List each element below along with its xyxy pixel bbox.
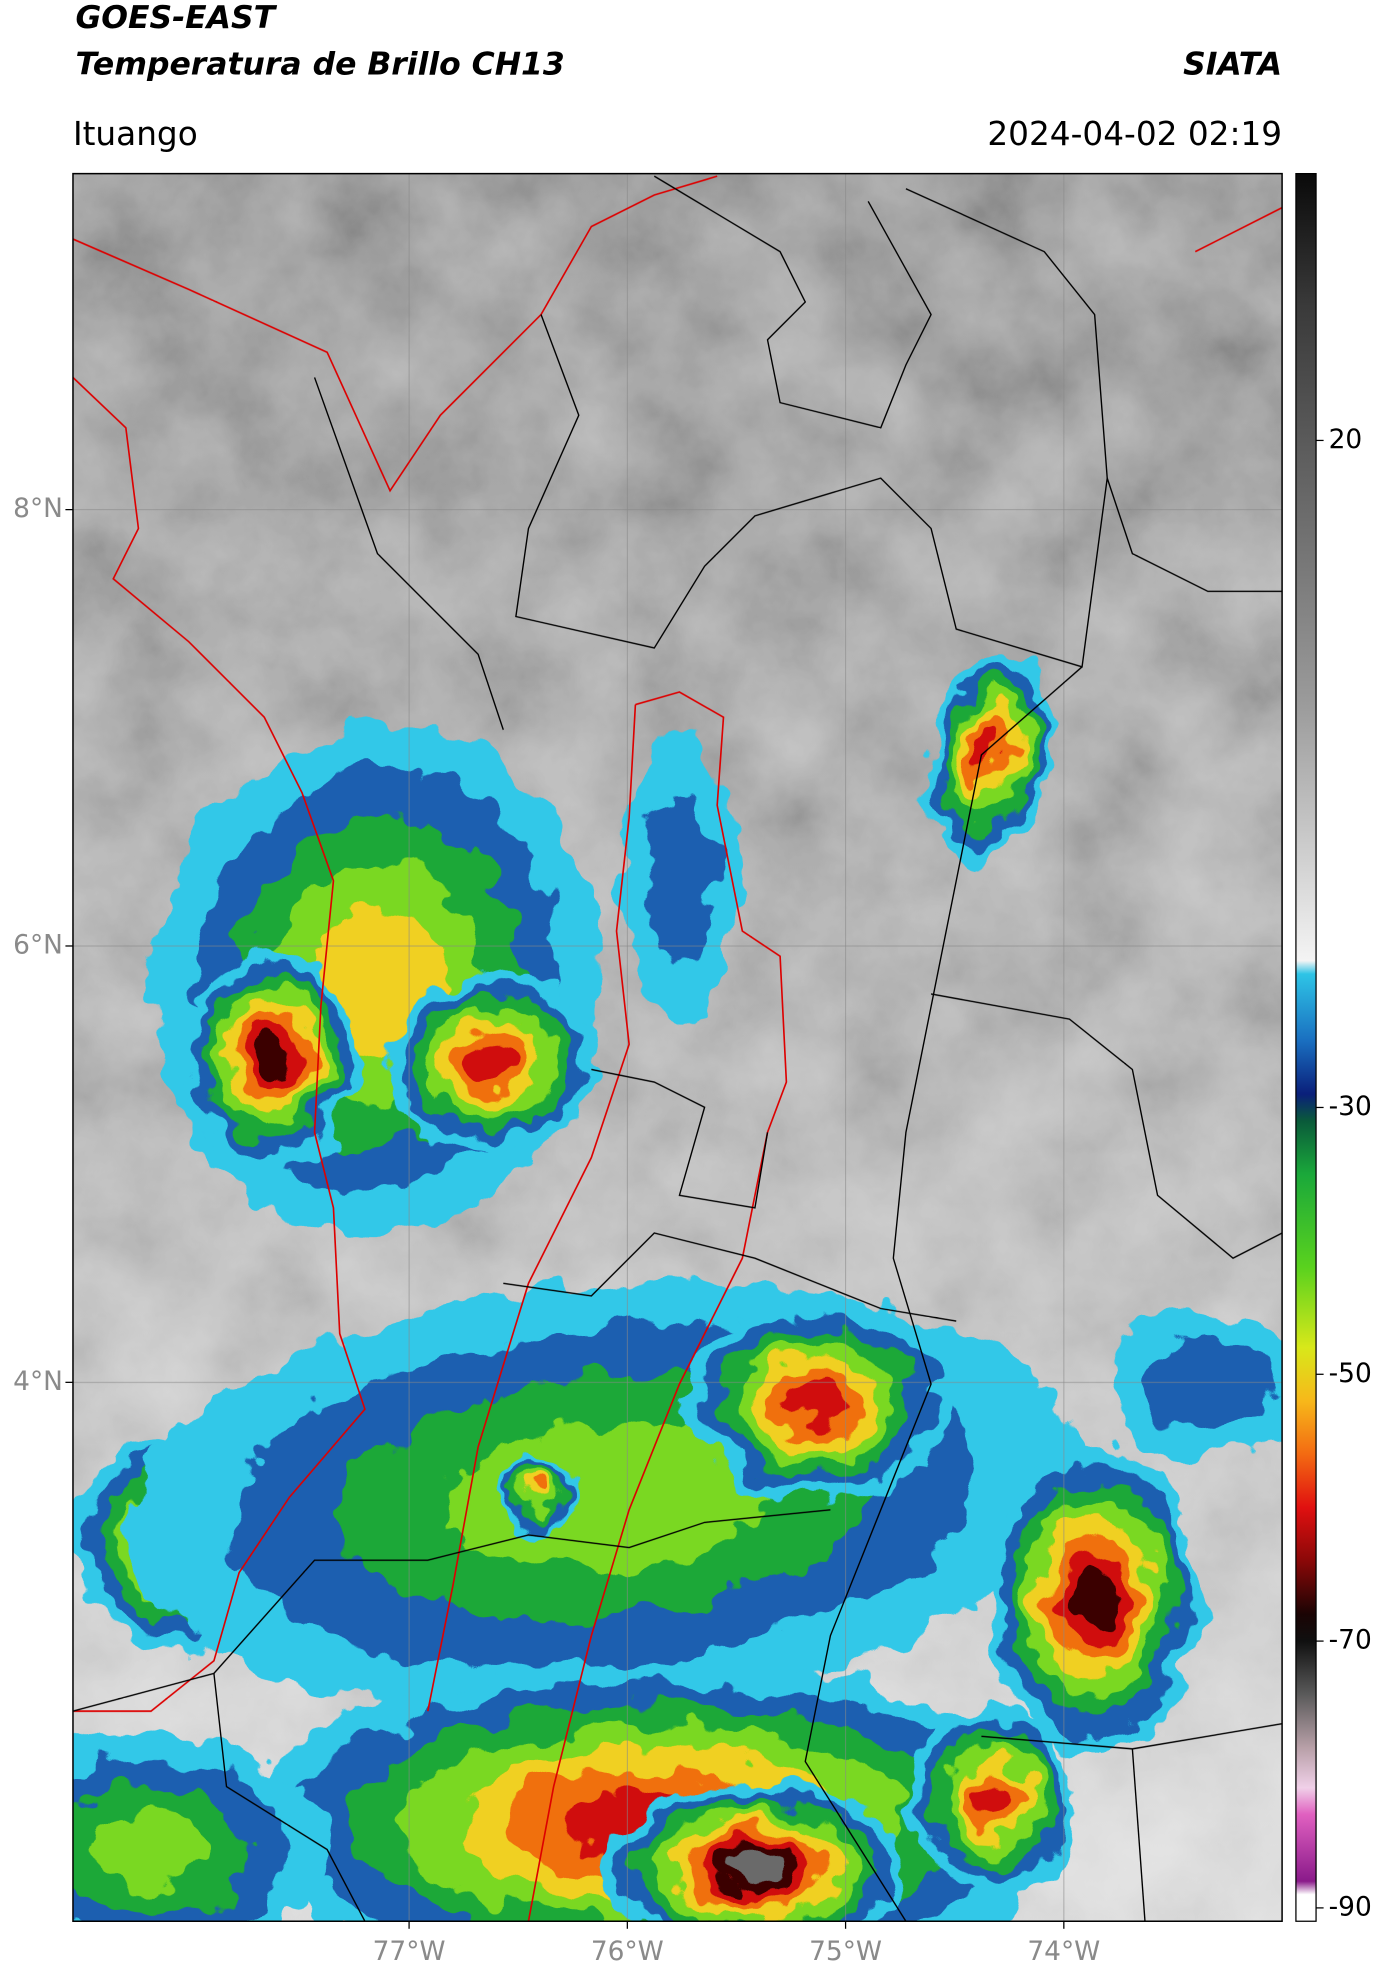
border-line [1131,1748,1146,1922]
colorbar-tick-label: -30 [1329,1091,1372,1122]
x-tick-label: 76°W [591,1936,664,1967]
border-line [1194,206,1283,253]
storm-layer [254,1036,287,1077]
border-line [653,175,932,429]
border-line [515,188,1108,668]
colorbar-tick-label: -90 [1329,1891,1372,1922]
storm-layer [1145,1337,1270,1431]
product-title: Temperatura de Brillo CH13 [75,46,564,82]
border-line [527,691,788,1922]
colorbar-tick-label: 20 [1329,424,1363,455]
storm-layer [729,1853,781,1884]
border-line [1106,477,1283,593]
map-image [72,173,1283,1922]
border-line [930,993,1283,1260]
x-tick-label: 74°W [1027,1936,1100,1967]
coast-borders [72,175,1283,1922]
y-tick-label: 4°N [13,1366,63,1397]
border-line [72,175,718,493]
map-frame [72,172,1283,1922]
border-line [72,1509,831,1712]
datetime: 2024-04-02 02:19 [987,115,1282,153]
map-axes: 77°W 76°W 75°W 74°W 8°N 6°N 4°N [13,493,1100,1967]
storms [72,650,1283,1922]
storm-layer [790,1381,846,1425]
storm-layer [468,1044,514,1082]
storm-layer [975,1780,1013,1818]
border-line [72,376,366,1712]
admin-borders [72,175,1283,1922]
border-line [591,1068,769,1209]
storm-layer [644,795,715,966]
colorbar-tick-label: -70 [1329,1625,1372,1656]
y-tick-label: 8°N [13,493,63,524]
border-line [426,704,637,1712]
colorbar [1295,172,1317,1922]
storm-layer [531,1481,551,1501]
colorbar-ticks: 20 -30 -50 -70 -90 [1316,424,1372,1922]
satellite-title: GOES-EAST [75,0,277,36]
location: Ituango [73,115,198,153]
x-tick-label: 77°W [373,1936,446,1967]
border-line [213,1673,366,1922]
border-line [313,377,504,730]
storm-layer [1074,1569,1115,1626]
organization: SIATA [1183,46,1282,82]
colorbar-tick-label: -50 [1329,1358,1372,1389]
storm-layer [89,1810,213,1889]
x-tick-label: 75°W [809,1936,882,1967]
y-tick-label: 6°N [13,929,63,960]
border-line [503,1232,957,1322]
border-line [804,666,1083,1922]
